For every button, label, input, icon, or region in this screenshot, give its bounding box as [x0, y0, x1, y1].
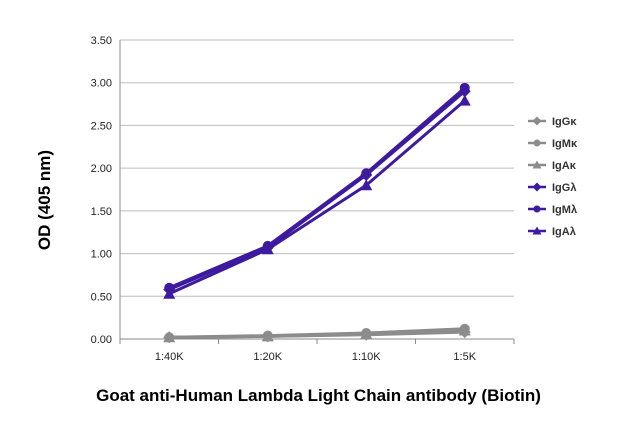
legend-label: IgGλ	[552, 182, 576, 194]
legend-item: IgAκ	[528, 160, 577, 172]
data-point	[261, 243, 274, 255]
series-group	[163, 82, 471, 344]
legend-label: IgGκ	[552, 116, 577, 128]
series-line	[168, 90, 466, 291]
chart-title: Goat anti-Human Lambda Light Chain antib…	[96, 386, 541, 405]
legend-item: IgGλ	[528, 182, 576, 194]
legend-marker	[532, 182, 542, 192]
data-point	[261, 330, 274, 342]
series-line	[169, 328, 465, 339]
legend-marker	[532, 226, 542, 235]
x-tick-label: 1:10K	[352, 351, 381, 363]
data-point	[163, 287, 176, 299]
y-tick-labels: 0.00 0.50 1.00 1.50 2.00 2.50 3.00 3.50	[91, 35, 112, 346]
legend-label: IgAκ	[552, 160, 577, 172]
series-2	[163, 324, 471, 343]
legend: IgGκ IgMκ IgAκ IgGλ IgMλ IgAλ	[528, 116, 578, 238]
legend-item: IgGκ	[528, 116, 577, 128]
x-tick-labels: 1:40K 1:20K 1:10K 1:5K	[155, 351, 477, 363]
axes	[119, 40, 515, 344]
data-point	[360, 179, 373, 191]
series-3	[163, 85, 471, 296]
y-tick-label: 0.00	[91, 334, 112, 346]
series-line	[168, 99, 466, 296]
y-tick-label: 2.50	[91, 120, 112, 132]
legend-marker	[533, 205, 541, 213]
y-tick-label: 2.00	[91, 163, 112, 175]
data-point	[361, 168, 372, 179]
data-point	[163, 331, 176, 343]
y-tick-label: 0.50	[91, 291, 112, 303]
x-tick-label: 1:40K	[155, 351, 184, 363]
data-point	[459, 82, 470, 93]
x-tick-label: 1:20K	[253, 351, 282, 363]
y-tick-label: 1.50	[91, 206, 112, 218]
legend-marker	[532, 160, 542, 169]
legend-item: IgMλ	[528, 204, 577, 216]
legend-label: IgMκ	[552, 138, 578, 150]
data-point	[360, 327, 373, 339]
y-tick-label: 1.00	[91, 249, 112, 261]
y-tick-label: 3.00	[91, 78, 112, 90]
gridlines	[120, 39, 514, 297]
x-tick-label: 1:5K	[453, 351, 476, 363]
legend-item: IgAλ	[528, 226, 576, 238]
data-point	[458, 324, 471, 336]
series-5	[163, 94, 471, 299]
y-tick-label: 3.50	[91, 35, 112, 47]
data-point	[458, 94, 471, 106]
series-line	[168, 86, 466, 290]
legend-label: IgMλ	[552, 204, 577, 216]
legend-label: IgAλ	[552, 226, 576, 238]
legend-item: IgMκ	[528, 138, 578, 150]
series-4	[164, 82, 470, 293]
legend-marker	[532, 116, 542, 126]
y-axis-label: OD (405 nm)	[35, 150, 54, 250]
legend-marker	[533, 139, 541, 147]
